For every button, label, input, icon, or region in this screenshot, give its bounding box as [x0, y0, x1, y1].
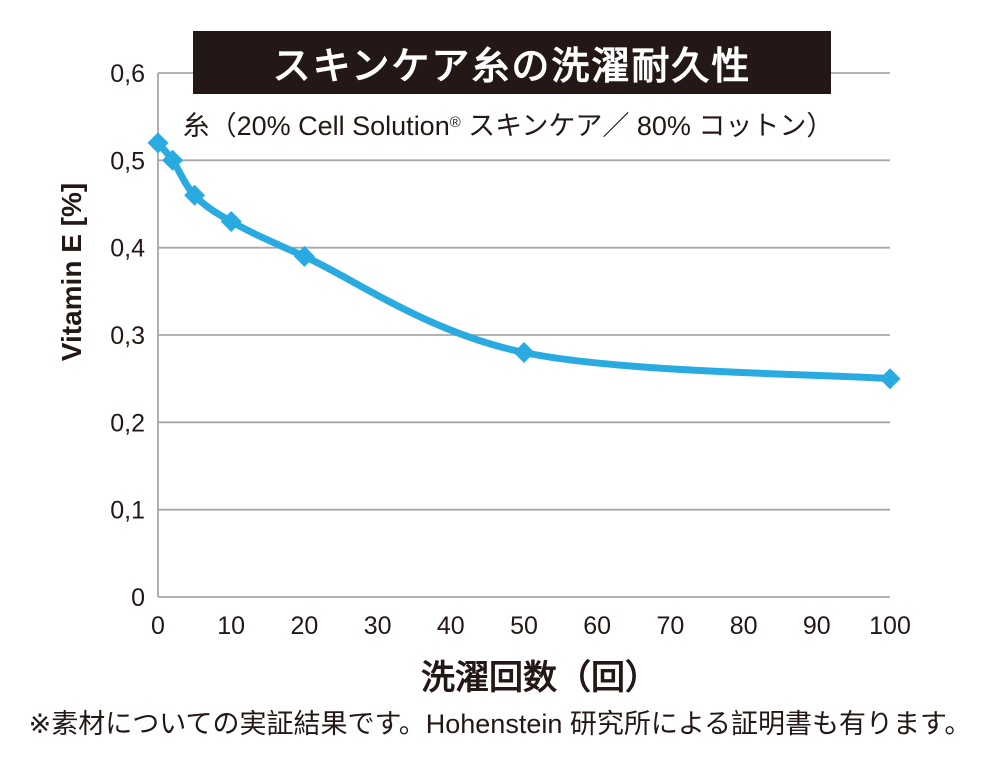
data-point-marker: [293, 245, 315, 267]
registered-trademark-icon: ®: [449, 114, 461, 131]
footnote: ※素材についての実証結果です。Hohenstein 研究所による証明書も有ります…: [28, 709, 972, 739]
data-point-marker: [147, 132, 169, 154]
y-tick-label: 0,3: [110, 322, 145, 350]
x-tick-label: 90: [803, 612, 831, 640]
y-tick-label: 0: [131, 584, 145, 612]
x-tick-label: 70: [656, 612, 684, 640]
y-tick-label: 0,5: [110, 147, 145, 175]
y-tick-label: 0,6: [110, 60, 145, 88]
chart-title: スキンケア糸の洗濯耐久性: [272, 46, 752, 88]
chart-subtitle-text: 糸（20% Cell Solution: [182, 111, 450, 141]
x-tick-label: 80: [730, 612, 758, 640]
data-point-marker: [162, 149, 184, 171]
chart-subtitle-text-2: スキンケア／ 80% コットン）: [460, 111, 834, 141]
chart-title-banner: スキンケア糸の洗濯耐久性: [193, 31, 831, 94]
y-axis-title: Vitamin E [%]: [56, 182, 87, 362]
x-tick-label: 30: [364, 612, 392, 640]
x-tick-label: 60: [583, 612, 611, 640]
data-point-marker: [879, 368, 901, 390]
y-tick-label: 0,2: [110, 409, 145, 437]
x-tick-label: 10: [217, 612, 245, 640]
x-tick-label: 40: [437, 612, 465, 640]
y-tick-label: 0,4: [110, 235, 145, 263]
data-point-marker: [513, 342, 535, 363]
x-tick-label: 100: [869, 612, 911, 640]
x-tick-label: 20: [290, 612, 318, 640]
chart-subtitle: 糸（20% Cell Solution® スキンケア／ 80% コットン）: [0, 104, 1000, 143]
data-point-marker: [184, 184, 206, 206]
x-axis-title: 洗濯回数（回）: [421, 659, 659, 697]
x-tick-label: 50: [510, 612, 538, 640]
data-point-marker: [220, 211, 242, 232]
x-tick-label: 0: [151, 612, 165, 640]
y-tick-label: 0,1: [110, 497, 145, 525]
